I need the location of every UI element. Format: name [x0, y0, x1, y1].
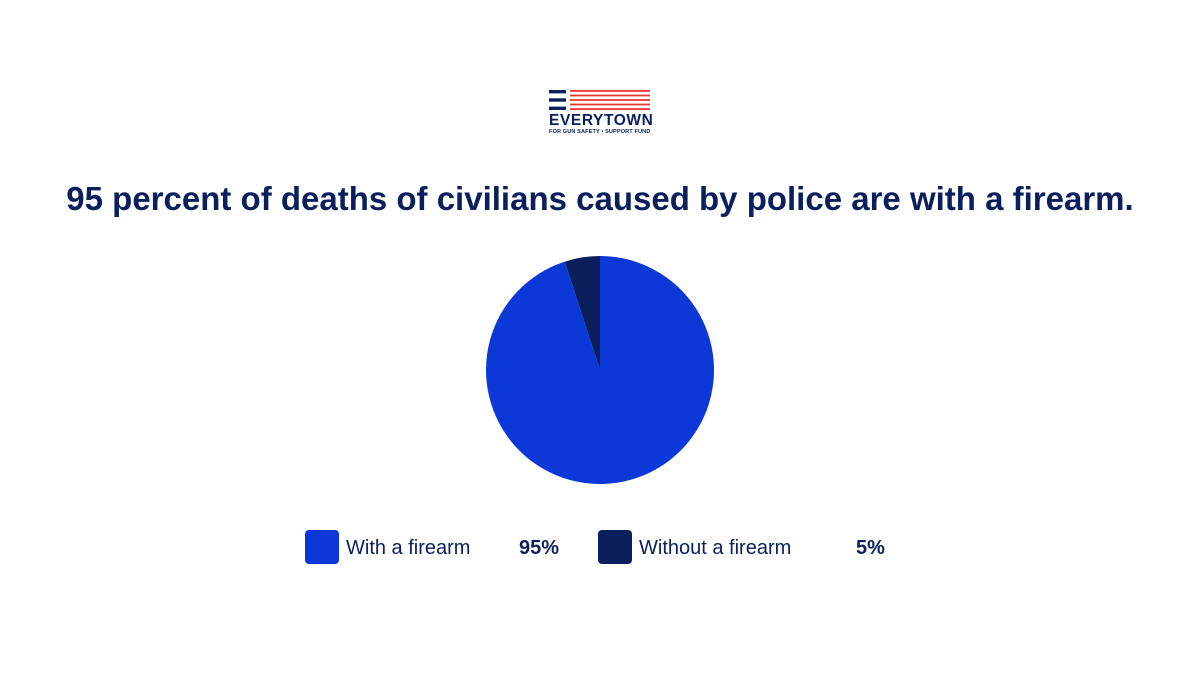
flag-stripes-icon [549, 90, 650, 110]
brand-tagline: FOR GUN SAFETY • SUPPORT FUND [549, 129, 651, 135]
pie-chart [486, 256, 714, 484]
legend-item-without-firearm: Without a firearm 5% [598, 530, 898, 566]
legend-swatch-with-firearm [305, 530, 339, 564]
chart-title: 95 percent of deaths of civilians caused… [66, 180, 1134, 217]
legend-value-with-firearm: 95% [519, 537, 560, 559]
chart-legend: With a firearm 95% Without a firearm 5% [0, 530, 1200, 566]
legend-label-with-firearm: With a firearm [346, 537, 471, 559]
pie-slice-without-a-firearm [564, 256, 600, 370]
legend-item-with-firearm: With a firearm 95% [305, 530, 575, 566]
brand-name: EVERYTOWN [549, 112, 654, 129]
legend-swatch-without-firearm [598, 530, 632, 564]
legend-value-without-firearm: 5% [856, 537, 885, 559]
everytown-logo: EVERYTOWN FOR GUN SAFETY • SUPPORT FUND [549, 89, 653, 137]
legend-label-without-firearm: Without a firearm [639, 537, 792, 559]
